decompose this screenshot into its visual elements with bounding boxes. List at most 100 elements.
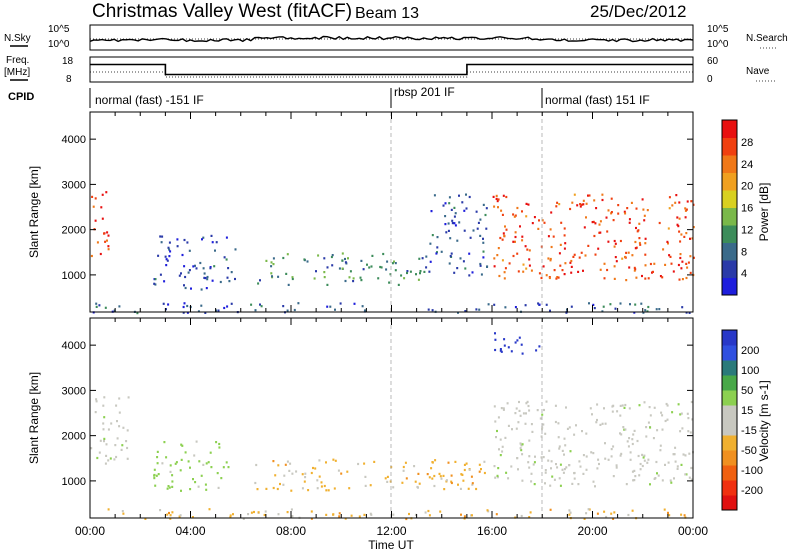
echo-cell <box>363 513 366 516</box>
echo-cell <box>585 216 587 219</box>
power-cbar-swatch-3 <box>722 225 737 243</box>
echo-cell <box>229 514 232 517</box>
echo-cell <box>318 475 321 478</box>
echo-cell <box>105 191 108 194</box>
echo-cell <box>439 510 442 513</box>
echo-cell <box>692 226 695 229</box>
echo-cell <box>428 270 431 273</box>
echo-cell <box>202 267 205 270</box>
power-colorbar-label: Power [dB] <box>757 183 771 242</box>
echo-cell <box>408 512 410 516</box>
echo-cell <box>450 252 453 255</box>
echo-cell <box>647 421 650 424</box>
echo-cell <box>639 243 642 246</box>
echo-cell <box>673 477 675 480</box>
echo-cell <box>429 260 432 263</box>
echo-cell <box>404 461 407 464</box>
freq-scale-top: 18 <box>62 56 74 67</box>
echo-cell <box>528 516 531 519</box>
echo-cell <box>434 459 437 462</box>
echo-cell <box>598 223 601 226</box>
echo-cell <box>678 201 681 204</box>
echo-cell <box>272 460 275 463</box>
echo-cell <box>453 215 456 218</box>
echo-cell <box>661 479 664 482</box>
echo-cell <box>471 483 474 486</box>
echo-cell <box>545 303 548 306</box>
echo-cell <box>604 442 606 445</box>
echo-cell <box>194 481 197 484</box>
echo-cell <box>264 510 267 513</box>
echo-cell <box>286 460 289 463</box>
echo-cell <box>402 465 405 469</box>
echo-cell <box>166 487 169 490</box>
echo-cell <box>107 508 110 511</box>
echo-cell <box>234 248 237 251</box>
echo-cell <box>250 303 253 306</box>
echo-cell <box>444 215 447 218</box>
echo-cell <box>615 464 618 467</box>
echo-cell <box>222 466 225 469</box>
date-label: 25/Dec/2012 <box>590 2 686 21</box>
echo-cell <box>344 279 347 283</box>
echo-cell <box>436 246 439 249</box>
echo-cell <box>187 460 190 463</box>
echo-cell <box>216 472 219 475</box>
echo-cell <box>561 269 564 272</box>
echo-cell <box>626 207 629 210</box>
echo-cell <box>638 241 641 245</box>
echo-cell <box>516 339 519 342</box>
echo-cell <box>629 451 632 454</box>
echo-cell <box>499 454 502 457</box>
vel-cbar-swatch-9 <box>722 360 737 376</box>
echo-cell <box>310 517 313 520</box>
echo-cell <box>478 308 481 311</box>
echo-cell <box>544 469 547 472</box>
echo-cell <box>159 509 162 512</box>
echo-cell <box>450 480 453 483</box>
echo-cell <box>612 445 615 448</box>
echo-cell <box>548 449 551 452</box>
echo-cell <box>543 408 545 412</box>
echo-cell <box>508 262 511 265</box>
echo-cell <box>533 216 536 219</box>
echo-cell <box>454 460 457 463</box>
time-tick-label-4: 16:00 <box>477 524 507 538</box>
echo-cell <box>103 440 105 443</box>
echo-cell <box>179 514 182 517</box>
power-cbar-swatch-6 <box>722 172 737 191</box>
echo-cell <box>279 482 281 486</box>
echo-cell <box>659 444 662 447</box>
echo-cell <box>475 210 478 213</box>
echo-cell <box>181 253 184 257</box>
echo-cell <box>340 472 343 475</box>
echo-cell <box>497 416 500 419</box>
echo-cell <box>197 310 200 313</box>
echo-cell <box>629 458 632 461</box>
nsearch-label: N.Search <box>746 33 788 44</box>
echo-cell <box>497 198 500 201</box>
echo-cell <box>570 271 573 274</box>
echo-cell <box>465 193 467 196</box>
echo-cell <box>637 454 640 458</box>
echo-cell <box>607 240 610 243</box>
echo-cell <box>605 216 608 219</box>
echo-cell <box>503 338 506 341</box>
echo-cell <box>405 517 408 521</box>
echo-cell <box>689 255 692 258</box>
echo-cell <box>689 431 692 434</box>
velocity-colorbar-label: Velocity [m s-1] <box>757 380 771 461</box>
echo-cell <box>103 396 106 399</box>
echo-cell <box>169 514 172 517</box>
echo-cell <box>588 194 591 197</box>
echo-cell <box>323 484 326 488</box>
echo-cell <box>564 242 567 245</box>
echo-cell <box>291 277 294 281</box>
echo-cell <box>121 510 124 513</box>
echo-cell <box>525 202 528 205</box>
echo-cell <box>520 514 523 518</box>
echo-cell <box>500 209 503 212</box>
echo-cell <box>667 242 669 245</box>
echo-cell <box>323 271 326 274</box>
echo-cell <box>519 225 521 228</box>
